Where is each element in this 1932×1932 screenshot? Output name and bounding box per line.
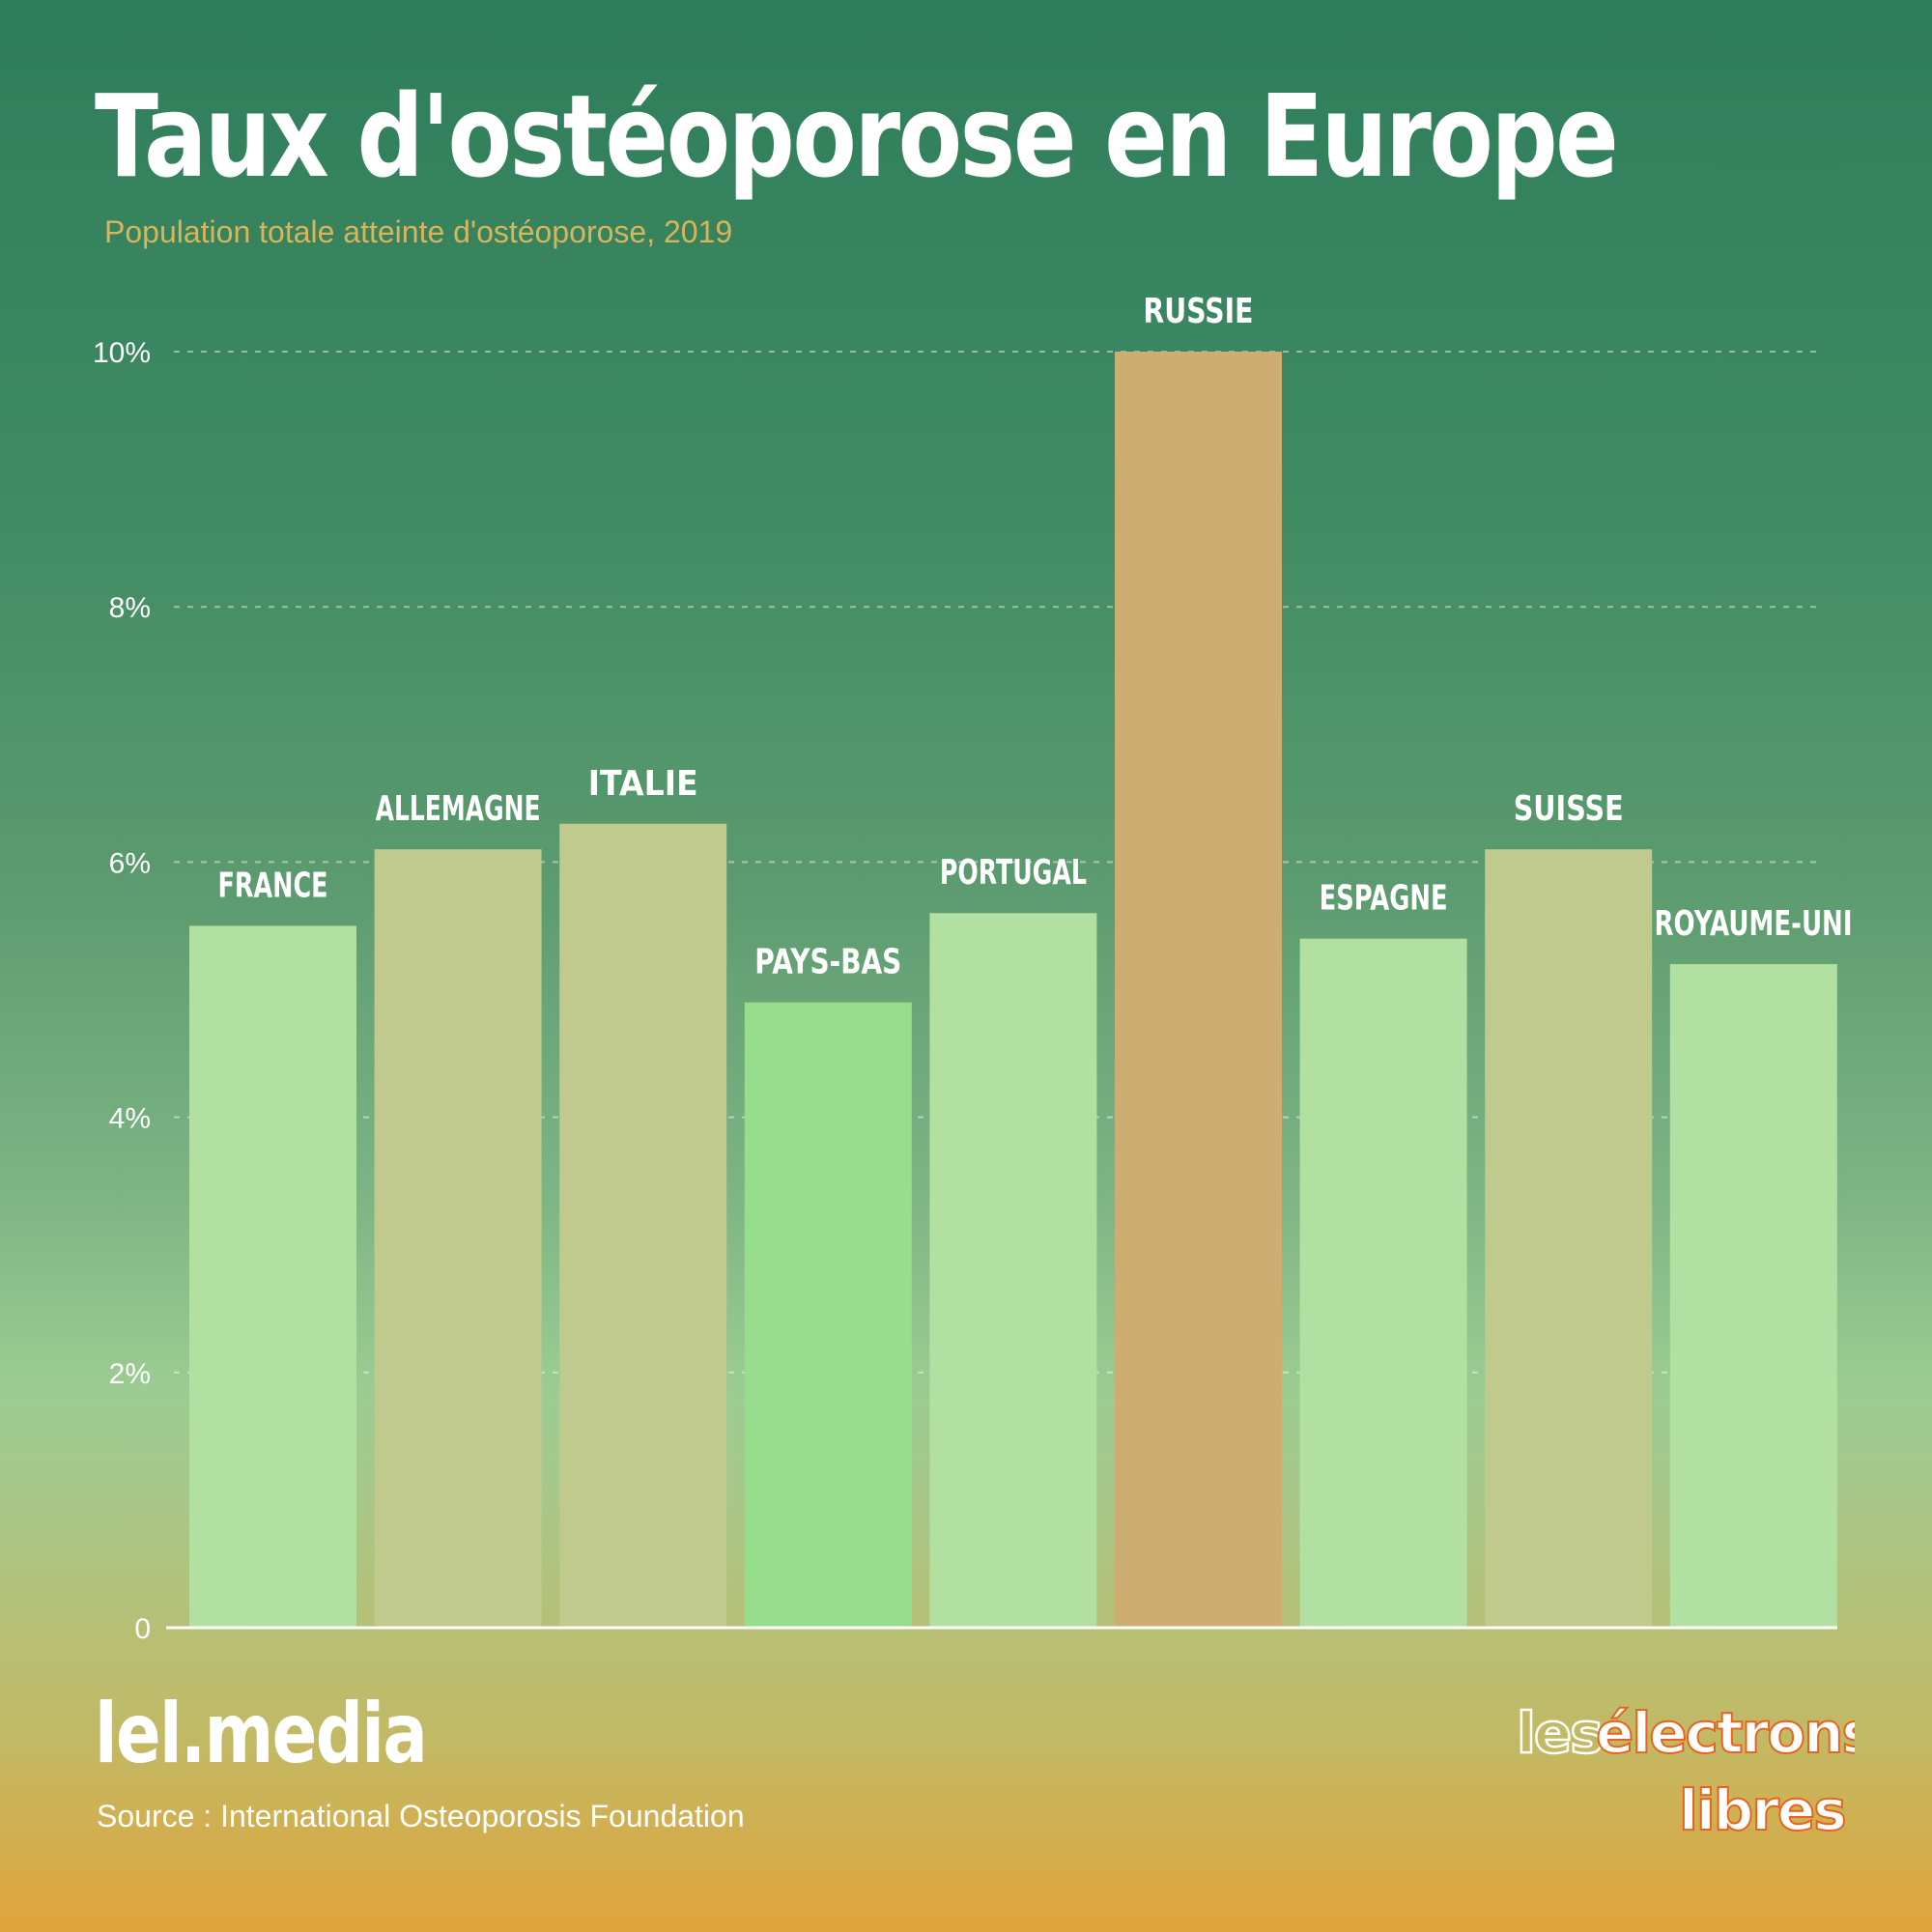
bar-france <box>189 925 356 1628</box>
chart-title: Taux d'ostéoporose en Europe <box>95 70 1619 203</box>
source-note: Source : International Osteoporosis Foun… <box>97 1799 745 1833</box>
chart-subtitle: Population totale atteinte d'ostéoporose… <box>104 214 733 249</box>
svg-text:les: les <box>1517 1700 1602 1766</box>
y-tick-label: 8% <box>109 592 151 624</box>
y-tick-label: 4% <box>109 1103 151 1135</box>
y-tick-label: 6% <box>109 847 151 879</box>
les-electrons-libres-logo: les électrons libres <box>1516 1699 1855 1844</box>
y-tick-label: 2% <box>109 1358 151 1390</box>
bar-royaume-uni <box>1669 964 1837 1628</box>
y-tick-label: 0 <box>134 1613 151 1645</box>
bar-label: ALLEMAGNE <box>376 789 541 829</box>
bar-suisse <box>1485 849 1653 1628</box>
bar-label: PORTUGAL <box>940 853 1087 893</box>
bar-label: SUISSE <box>1514 789 1624 829</box>
bar-allemagne <box>374 849 542 1628</box>
brand-name: lel.media <box>95 1686 428 1782</box>
bar-pays-bas <box>744 1002 912 1628</box>
bar-label: ROYAUME-UNI <box>1655 904 1853 944</box>
bar-label: ESPAGNE <box>1320 879 1448 919</box>
svg-text:électrons: électrons <box>1596 1700 1855 1766</box>
bar-russie <box>1115 352 1282 1628</box>
bars <box>189 352 1837 1628</box>
bar-espagne <box>1299 938 1467 1628</box>
bar-label: RUSSIE <box>1144 292 1254 331</box>
bar-label: ITALIE <box>588 764 698 804</box>
bar-italie <box>559 823 727 1628</box>
svg-text:libres: libres <box>1679 1777 1845 1843</box>
bar-label: FRANCE <box>218 866 328 905</box>
y-tick-label: 10% <box>93 337 151 369</box>
bar-label: PAYS-BAS <box>754 943 901 982</box>
bar-portugal <box>929 913 1097 1628</box>
y-axis-ticks: 0 2% 4% 6% 8% 10% <box>93 337 151 1645</box>
bar-labels: FRANCE ALLEMAGNE ITALIE PAYS-BAS PORTUGAL RUS… <box>218 292 1853 982</box>
